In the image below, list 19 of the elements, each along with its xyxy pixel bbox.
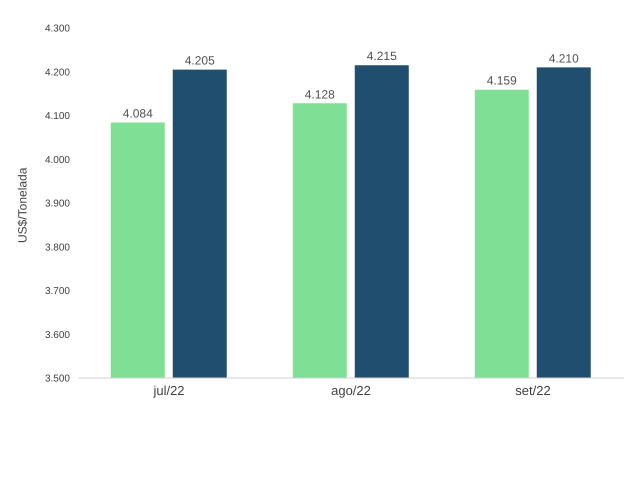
y-tick-label: 3.600 [44,330,70,341]
y-axis-title: US$/Tonelada [15,167,30,243]
y-tick-label: 3.700 [44,286,70,298]
y-tick-label: 4.300 [44,24,70,35]
y-tick-label: 3.500 [44,374,70,385]
data-label: 4.159 [486,74,518,88]
data-label: 4.128 [304,87,336,102]
data-label: 4.210 [548,51,580,66]
x-tick-label: jul/22 [152,383,185,398]
data-label: 4.215 [366,49,398,64]
y-tick-label: 3.900 [44,198,70,210]
data-label: 4.084 [122,106,154,120]
x-tick-label: set/22 [515,383,551,398]
data-label: 4.205 [184,54,216,68]
y-tick-label: 4.100 [44,111,70,122]
y-tick-label: 3.800 [44,242,70,254]
x-tick-label: ago/22 [331,383,371,398]
y-tick-label: 4.200 [44,67,70,78]
y-tick-label: 4.000 [44,154,70,166]
